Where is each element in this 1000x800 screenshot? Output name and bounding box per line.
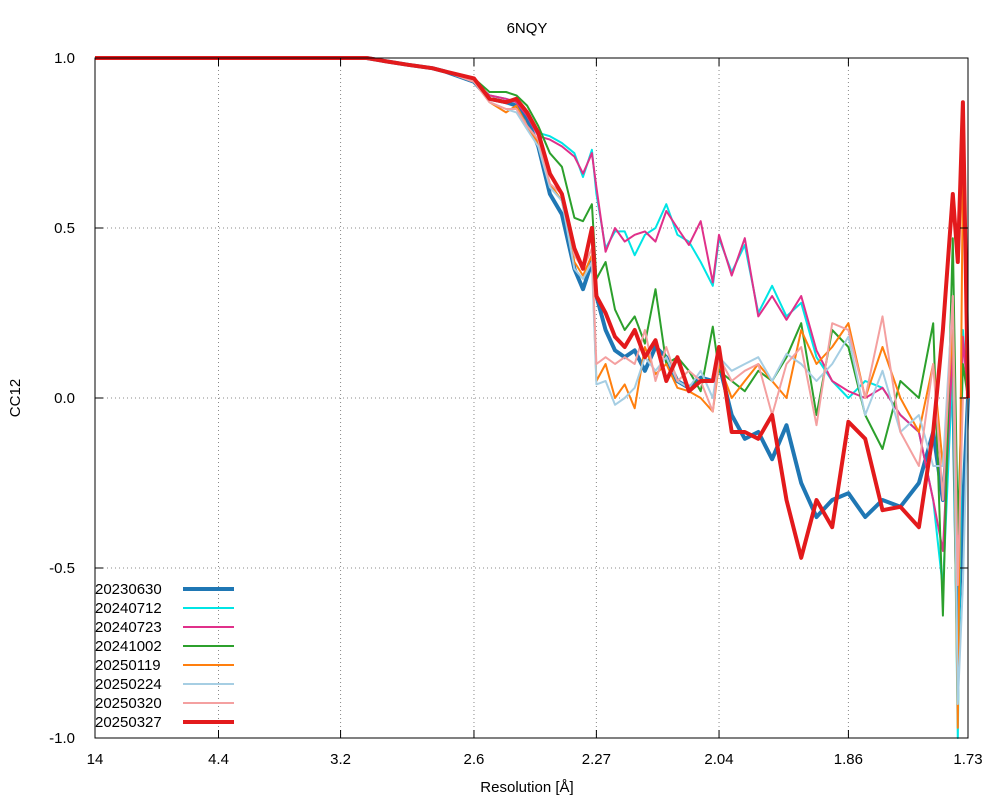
x-tick-label: 2.6	[464, 751, 485, 768]
y-tick-label: -1.0	[49, 730, 75, 747]
tick-labels: 14 4.4 3.2 2.6 2.27 2.04 1.86 1.73 -1.0 -0.5 0.0 0.…	[49, 50, 982, 768]
x-tick-label: 1.73	[953, 751, 982, 768]
chart-title: 6NQY	[507, 20, 548, 37]
y-tick-label: 0.5	[54, 220, 75, 237]
y-tick-label: -0.5	[49, 560, 75, 577]
legend-label: 20240712	[95, 600, 162, 617]
series-line-20241002	[95, 57, 969, 617]
x-tick-label: 2.27	[582, 751, 611, 768]
axis-ticks	[94, 57, 969, 739]
x-axis-label: Resolution [Å]	[480, 779, 573, 796]
legend-label: 20230630	[95, 581, 162, 598]
x-tick-label: 2.04	[704, 751, 733, 768]
legend-label: 20250327	[95, 714, 162, 731]
x-tick-label: 3.2	[330, 751, 351, 768]
legend-label: 20241002	[95, 638, 162, 655]
x-tick-label: 14	[87, 751, 104, 768]
legend-label: 20250119	[95, 657, 161, 674]
legend-label: 20240723	[95, 619, 162, 636]
x-tick-label: 4.4	[208, 751, 229, 768]
grid-lines	[95, 58, 968, 738]
series-line-20230630	[95, 56, 970, 638]
x-tick-label: 1.86	[834, 751, 863, 768]
y-tick-label: 1.0	[54, 50, 75, 67]
series-line-20250327	[95, 56, 970, 560]
legend: 20230630 20240712 20240723 20241002 20250119…	[95, 581, 234, 731]
series-layer	[95, 56, 970, 739]
legend-label: 20250320	[95, 695, 162, 712]
legend-label: 20250224	[95, 676, 162, 693]
y-axis-label: CC12	[7, 379, 24, 417]
y-tick-label: 0.0	[54, 390, 75, 407]
